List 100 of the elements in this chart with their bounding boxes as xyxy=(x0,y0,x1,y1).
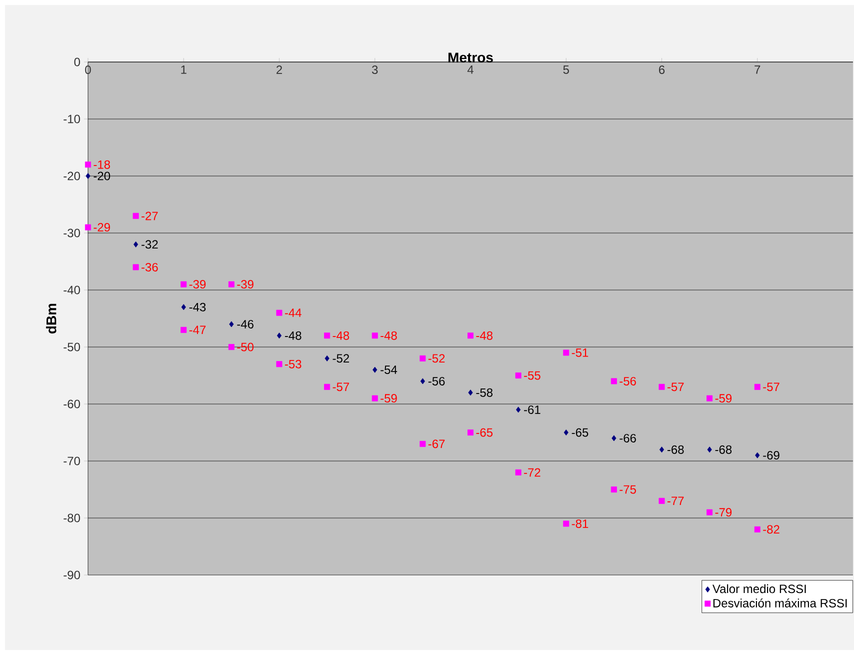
y-tick-label: -80 xyxy=(64,514,80,522)
data-label: -68 xyxy=(715,445,732,454)
point xyxy=(516,406,521,413)
x-tick-label: 4 xyxy=(467,66,474,74)
data-label: -67 xyxy=(428,440,445,448)
x-axis-title: Metros xyxy=(448,52,493,62)
data-label: -55 xyxy=(524,371,540,380)
point xyxy=(85,162,91,168)
point xyxy=(180,281,187,288)
y-axis-title: dBm xyxy=(46,304,56,334)
point xyxy=(658,498,665,504)
data-label: -59 xyxy=(380,394,397,403)
y-tick-label: -50 xyxy=(64,342,80,352)
y-tick-label: -70 xyxy=(64,456,80,466)
data-label: -39 xyxy=(237,280,254,289)
data-label: -77 xyxy=(667,496,684,506)
data-label: -44 xyxy=(284,308,302,317)
data-label: -48 xyxy=(332,331,350,340)
y-tick-label: -10 xyxy=(64,114,80,124)
point xyxy=(420,378,425,384)
point xyxy=(658,384,665,390)
point xyxy=(755,452,760,458)
data-label: -52 xyxy=(332,354,350,363)
point xyxy=(372,395,378,402)
legend-label: Desviación máxima RSSI xyxy=(713,598,847,608)
point xyxy=(324,355,330,362)
data-label: -75 xyxy=(620,485,636,494)
x-tick-label: 7 xyxy=(754,66,760,74)
data-label: -58 xyxy=(476,388,493,397)
point xyxy=(276,310,282,316)
data-label: -18 xyxy=(94,160,110,169)
data-label: -50 xyxy=(237,342,254,352)
point xyxy=(515,469,522,476)
x-tick-label: 6 xyxy=(659,66,665,74)
point xyxy=(754,384,760,390)
point xyxy=(276,332,282,339)
point xyxy=(563,520,570,527)
data-label: -48 xyxy=(476,331,493,340)
point xyxy=(706,395,713,402)
legend-label: Valor medio RSSI xyxy=(712,584,806,594)
point xyxy=(563,350,570,356)
y-tick-label: -30 xyxy=(64,228,80,238)
data-label: -52 xyxy=(428,354,445,363)
point xyxy=(610,486,617,492)
x-tick-label: 0 xyxy=(85,66,91,74)
data-label: -79 xyxy=(715,508,732,517)
point xyxy=(515,372,522,378)
y-tick-label: -20 xyxy=(64,172,80,180)
data-label: -82 xyxy=(763,525,780,534)
point xyxy=(86,173,90,179)
point xyxy=(564,430,568,436)
point xyxy=(134,241,138,248)
point xyxy=(229,321,234,328)
data-label: -51 xyxy=(572,348,588,357)
data-label: -46 xyxy=(237,320,254,328)
point xyxy=(468,390,473,396)
point xyxy=(610,378,617,384)
point xyxy=(324,384,330,390)
point xyxy=(180,326,187,333)
data-label: -27 xyxy=(142,212,158,220)
data-label: -48 xyxy=(380,331,397,340)
data-label: -61 xyxy=(524,405,540,414)
point xyxy=(132,212,139,219)
point xyxy=(706,509,713,516)
data-label: -32 xyxy=(142,240,158,249)
point xyxy=(420,355,426,362)
data-label: -48 xyxy=(284,331,302,340)
x-tick-label: 2 xyxy=(276,66,282,74)
point xyxy=(181,304,186,310)
point xyxy=(659,446,664,453)
point xyxy=(324,332,330,339)
point xyxy=(420,440,426,447)
y-tick-label: 0 xyxy=(74,58,80,66)
point xyxy=(468,332,474,339)
point xyxy=(228,281,234,288)
point xyxy=(372,366,378,373)
data-label: -68 xyxy=(667,445,684,454)
data-label: -72 xyxy=(524,468,540,477)
data-label: -69 xyxy=(763,451,780,460)
point xyxy=(754,526,760,532)
y-tick-label: -40 xyxy=(64,286,80,294)
y-tick-label: -90 xyxy=(64,570,80,580)
data-label: -47 xyxy=(189,326,206,334)
x-tick-label: 5 xyxy=(563,66,569,74)
data-label: -57 xyxy=(667,382,684,392)
point xyxy=(276,361,282,368)
point xyxy=(468,430,474,436)
data-label: -81 xyxy=(572,519,588,528)
point xyxy=(372,332,378,339)
x-tick-label: 3 xyxy=(372,66,378,74)
point xyxy=(612,435,616,442)
data-label: -65 xyxy=(476,428,493,437)
data-label: -39 xyxy=(189,280,206,289)
y-tick-label: -60 xyxy=(64,400,80,408)
point xyxy=(228,344,234,350)
data-label: -57 xyxy=(763,382,780,392)
data-label: -56 xyxy=(620,376,636,386)
x-tick-label: 1 xyxy=(181,66,186,74)
data-label: -20 xyxy=(94,172,110,180)
point xyxy=(132,264,139,270)
